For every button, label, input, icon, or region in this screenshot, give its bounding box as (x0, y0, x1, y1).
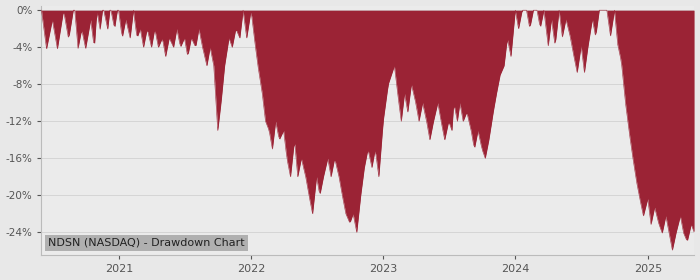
Text: NDSN (NASDAQ) - Drawdown Chart: NDSN (NASDAQ) - Drawdown Chart (48, 238, 244, 248)
